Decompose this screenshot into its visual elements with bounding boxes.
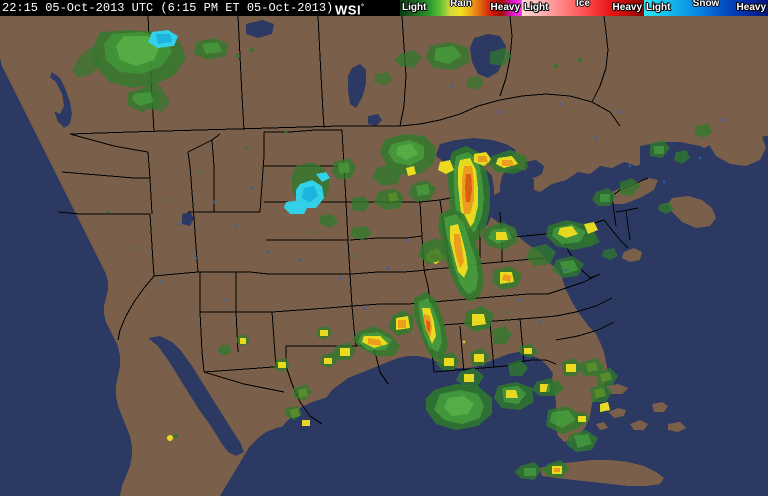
echo-northern-rockies — [194, 38, 254, 60]
echo-midwest-line — [418, 208, 522, 332]
state-borders — [57, 16, 649, 425]
vancouver-island — [42, 74, 64, 114]
cape-cod — [622, 248, 642, 262]
lake-huron — [500, 168, 534, 214]
echo-gulf-offshore — [426, 360, 598, 452]
legend-gradient-ice — [522, 0, 644, 16]
wsi-trademark-mark: ° — [361, 4, 365, 11]
cuba — [540, 460, 664, 486]
echo-upper-midwest — [372, 134, 436, 210]
wsi-logo-text: WSI — [335, 2, 362, 18]
legend-snow-title: Snow — [692, 0, 720, 9]
echo-southern-line — [332, 292, 448, 360]
echo-deep-south — [436, 326, 538, 370]
wsi-logo: WSI° — [335, 0, 364, 18]
legend-ice-heavy-label: Heavy — [612, 2, 642, 13]
echo-pacific-northwest — [72, 30, 186, 112]
legend-rain-title: Rain — [450, 0, 472, 9]
nova-scotia — [668, 196, 716, 228]
legend: Light Heavy Rain Light Heavy Ice Light Heavy Sno… — [400, 0, 768, 16]
echo-rockies-snow — [284, 158, 372, 240]
legend-ice-light-label: Light — [524, 2, 549, 13]
radar-map[interactable] — [0, 16, 768, 496]
radar-echo-layer — [72, 30, 724, 480]
great-salt-lake — [182, 212, 194, 226]
legend-group-ice: Light Heavy Ice — [522, 0, 644, 16]
legend-gradient-snow — [644, 0, 768, 16]
echo-central-canada — [374, 42, 512, 90]
echo-ohio-valley — [526, 220, 598, 278]
newfoundland — [710, 130, 766, 166]
echo-southwest-cells — [167, 326, 338, 441]
legend-group-rain: Light Heavy Rain — [400, 0, 522, 16]
legend-snow-light-label: Light — [646, 2, 671, 13]
legend-group-snow: Light Heavy Snow — [644, 0, 768, 16]
legend-ice-title: Ice — [576, 0, 590, 9]
baja-california — [132, 334, 200, 448]
lake-ontario — [556, 198, 594, 210]
timestamp-label: 22:15 05-Oct-2013 UTC (6:15 PM ET 05-Oct… — [2, 1, 334, 15]
echo-cuba — [514, 460, 570, 480]
legend-rain-light-label: Light — [402, 2, 427, 13]
echo-speckle — [106, 84, 724, 344]
gulf-of-st-lawrence — [640, 142, 734, 200]
echo-florida — [546, 358, 618, 426]
james-bay — [470, 34, 506, 78]
great-slave-lake — [246, 20, 274, 38]
legend-gradient-rain — [400, 0, 522, 16]
echo-northeast — [554, 58, 712, 260]
georgian-bay — [524, 160, 544, 178]
legend-snow-heavy-label: Heavy — [736, 2, 766, 13]
gulf-of-california — [148, 336, 244, 456]
header-bar: 22:15 05-Oct-2013 UTC (6:15 PM ET 05-Oct… — [0, 0, 768, 18]
legend-rain-heavy-label: Heavy — [490, 2, 520, 13]
lake-of-the-woods — [368, 114, 382, 126]
lake-winnipeg — [348, 64, 366, 108]
